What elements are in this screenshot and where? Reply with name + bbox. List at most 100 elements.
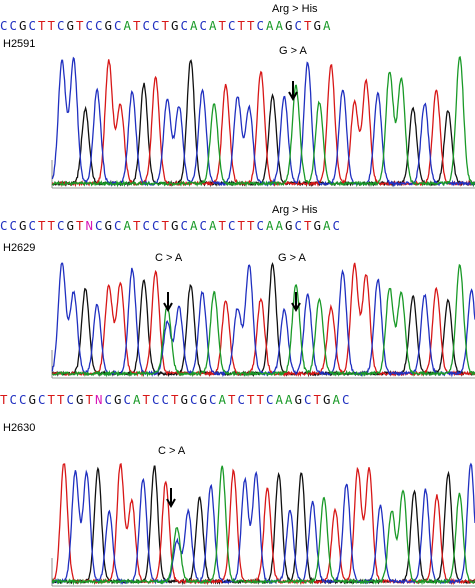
base-call: C — [228, 18, 238, 33]
trace-panel-h2629: Arg > His CCGCTTCGTNCGCATCCTGCACATCTTCAA… — [0, 190, 475, 380]
base-call: C — [294, 18, 304, 33]
mutation-label: G > A — [279, 45, 307, 57]
base-call: C — [85, 18, 95, 33]
base-call: C — [180, 218, 190, 233]
base-call: C — [142, 218, 152, 233]
base-call: G — [323, 392, 333, 407]
base-call: C — [209, 392, 219, 407]
base-call: C — [104, 392, 114, 407]
base-call: T — [237, 18, 247, 33]
mutation-arrow-icon — [163, 292, 173, 313]
base-call: A — [209, 18, 219, 33]
chromatogram-h2630 — [51, 462, 475, 587]
base-call: T — [304, 218, 314, 233]
base-call: C — [9, 18, 19, 33]
trace-c — [51, 56, 475, 188]
base-call: C — [342, 392, 352, 407]
base-call: C — [256, 218, 266, 233]
base-call: C — [9, 218, 19, 233]
base-call: C — [180, 18, 190, 33]
base-call: T — [237, 218, 247, 233]
base-call: G — [28, 392, 38, 407]
base-call: G — [180, 392, 190, 407]
base-call: T — [133, 18, 143, 33]
base-call: T — [161, 218, 171, 233]
sample-label: H2629 — [3, 242, 36, 254]
base-call: T — [0, 392, 10, 407]
base-call: C — [0, 218, 10, 233]
base-call: C — [266, 392, 276, 407]
base-call: A — [323, 218, 333, 233]
base-call: T — [76, 218, 86, 233]
base-call: G — [171, 218, 181, 233]
base-call: C — [19, 392, 29, 407]
base-call: C — [57, 18, 67, 33]
base-call: N — [95, 392, 105, 407]
base-call: A — [190, 218, 200, 233]
mutation-arrow-icon — [166, 488, 176, 509]
base-call: T — [133, 218, 143, 233]
base-call: C — [114, 18, 124, 33]
trace-t — [51, 262, 475, 378]
base-call: A — [275, 392, 285, 407]
base-call: G — [19, 18, 29, 33]
base-call: C — [28, 18, 38, 33]
base-call: C — [237, 392, 247, 407]
base-call: C — [152, 392, 162, 407]
trace-panel-h2591: Arg > His CCGCTTCGTCCGCATCCTGCACATCTTCAA… — [0, 0, 475, 190]
base-call: C — [294, 218, 304, 233]
base-call: T — [161, 18, 171, 33]
base-call: C — [123, 392, 133, 407]
base-call: T — [218, 218, 228, 233]
base-call: A — [209, 218, 219, 233]
trace-panel-h2630: TCCGCTTCGTNCGCATCCTGCGCATCTTCAAGCTGAC H2… — [0, 380, 475, 588]
trace-a — [51, 263, 475, 378]
base-call: C — [114, 218, 124, 233]
base-call: G — [19, 218, 29, 233]
mutation-label: C > A — [158, 445, 186, 457]
base-call: A — [218, 392, 228, 407]
base-call: A — [123, 18, 133, 33]
base-call: C — [228, 218, 238, 233]
base-call: T — [171, 392, 181, 407]
base-call: C — [199, 218, 209, 233]
base-call: C — [95, 18, 105, 33]
base-call: T — [47, 18, 57, 33]
base-call: T — [38, 218, 48, 233]
trace-c — [51, 262, 475, 378]
base-call: T — [256, 392, 266, 407]
base-call: T — [57, 392, 67, 407]
base-call: G — [76, 392, 86, 407]
trace-a — [51, 55, 475, 188]
base-call: G — [313, 218, 323, 233]
base-call: C — [95, 218, 105, 233]
trace-g — [51, 59, 475, 188]
mutation-arrow-icon — [291, 292, 301, 313]
mutation-label: C > A — [155, 252, 183, 264]
base-call: G — [114, 392, 124, 407]
base-call: C — [199, 18, 209, 33]
base-call: C — [9, 392, 19, 407]
base-call: C — [38, 392, 48, 407]
base-call: T — [304, 18, 314, 33]
mutation-arrow-icon — [288, 81, 298, 102]
base-call: G — [285, 218, 295, 233]
base-call: C — [57, 218, 67, 233]
base-call: A — [323, 18, 333, 33]
base-call: A — [266, 218, 276, 233]
base-call: T — [85, 392, 95, 407]
base-call: G — [285, 18, 295, 33]
base-call: C — [161, 392, 171, 407]
base-call: C — [0, 18, 10, 33]
substitution-label: Arg > His — [272, 3, 318, 15]
base-call: T — [142, 392, 152, 407]
base-call: G — [104, 218, 114, 233]
base-call: C — [152, 18, 162, 33]
base-call: T — [313, 392, 323, 407]
sample-label: H2630 — [3, 422, 36, 434]
trace-t — [51, 463, 475, 586]
base-sequence: TCCGCTTCGTNCGCATCCTGCGCATCTTCAAGCTGAC — [0, 392, 475, 407]
trace-t — [51, 59, 475, 188]
base-sequence: CCGCTTCGTNCGCATCCTGCACATCTTCAAGCTGAC — [0, 218, 475, 233]
base-call: C — [304, 392, 314, 407]
